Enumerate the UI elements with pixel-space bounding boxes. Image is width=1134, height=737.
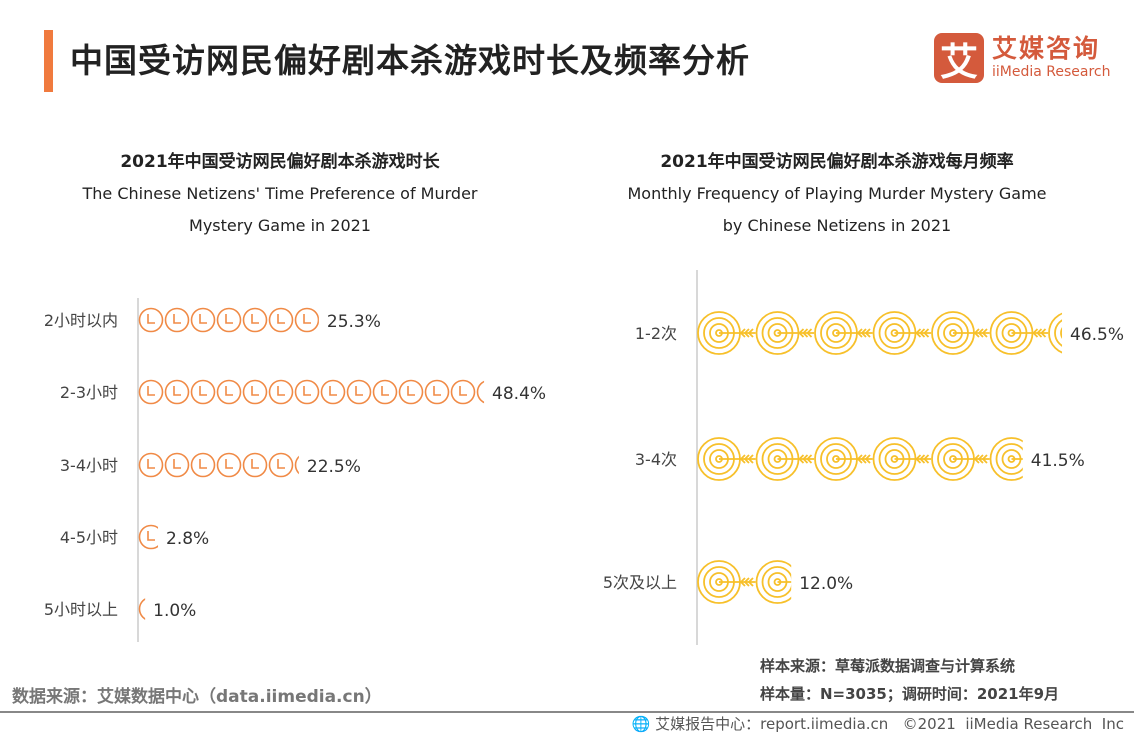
data-label: 48.4% bbox=[492, 384, 546, 404]
left-title-en-2: Mystery Game in 2021 bbox=[189, 216, 371, 235]
title-accent-bar bbox=[44, 30, 53, 92]
data-source: 数据来源：艾媒数据中心（data.iimedia.cn） bbox=[12, 687, 382, 707]
data-label: 46.5% bbox=[1070, 325, 1124, 345]
left-chart-title: 2021年中国受访网民偏好剧本杀游戏时长 The Chinese Netizen… bbox=[30, 146, 530, 242]
category-label: 3-4次 bbox=[635, 450, 677, 469]
bar-target-icon bbox=[697, 434, 1023, 484]
bar-target-icon bbox=[697, 557, 792, 607]
data-label: 22.5% bbox=[307, 457, 361, 477]
data-label: 12.0% bbox=[799, 574, 853, 594]
category-label: 2小时以内 bbox=[44, 311, 118, 330]
bar-clock-icon bbox=[138, 307, 319, 333]
category-label: 5次及以上 bbox=[603, 573, 677, 592]
globe-icon: 🌐 bbox=[631, 715, 651, 733]
bar-clock-icon bbox=[138, 452, 299, 478]
category-label: 2-3小时 bbox=[60, 383, 118, 402]
right-title-cn: 2021年中国受访网民偏好剧本杀游戏每月频率 bbox=[660, 152, 1014, 172]
sample-source: 样本来源：草莓派数据调查与计算系统 bbox=[760, 657, 1016, 675]
data-label: 41.5% bbox=[1031, 451, 1085, 471]
data-label: 2.8% bbox=[166, 529, 209, 549]
category-label: 3-4小时 bbox=[60, 456, 118, 475]
footer: 🌐 艾媒报告中心：report.iimedia.cn ©2021 iiMedia… bbox=[632, 713, 1124, 734]
logo-en: iiMedia Research bbox=[992, 64, 1111, 80]
bar-clock-icon bbox=[138, 524, 159, 550]
logo-cn: 艾媒咨询 bbox=[992, 34, 1101, 63]
left-title-en-1: The Chinese Netizens' Time Preference of… bbox=[82, 184, 478, 203]
category-label: 4-5小时 bbox=[60, 528, 118, 547]
bar-target-icon bbox=[697, 308, 1063, 358]
data-label: 25.3% bbox=[327, 312, 381, 332]
footer-text[interactable]: 艾媒报告中心：report.iimedia.cn ©2021 iiMedia R… bbox=[655, 715, 1124, 733]
category-label: 1-2次 bbox=[635, 324, 677, 343]
logo: 艾 艾媒咨询 iiMedia Research bbox=[934, 33, 1111, 84]
sample-size: 样本量：N=3035；调研时间：2021年9月 bbox=[760, 685, 1060, 703]
right-title-en-2: by Chinese Netizens in 2021 bbox=[722, 216, 952, 235]
data-label: 1.0% bbox=[153, 601, 196, 621]
page-title: 中国受访网民偏好剧本杀游戏时长及频率分析 bbox=[70, 41, 750, 80]
bar-clock-icon bbox=[138, 379, 485, 405]
category-label: 5小时以上 bbox=[44, 600, 118, 619]
left-title-cn: 2021年中国受访网民偏好剧本杀游戏时长 bbox=[120, 152, 440, 172]
right-title-en-1: Monthly Frequency of Playing Murder Myst… bbox=[627, 184, 1047, 203]
logo-mark: 艾 bbox=[934, 33, 984, 84]
bar-clock-icon bbox=[138, 596, 146, 622]
sample-info: 样本来源：草莓派数据调查与计算系统 样本量：N=3035；调研时间：2021年9… bbox=[760, 652, 1059, 708]
right-chart-title: 2021年中国受访网民偏好剧本杀游戏每月频率 Monthly Frequency… bbox=[587, 146, 1087, 242]
footer-divider bbox=[0, 711, 1134, 713]
